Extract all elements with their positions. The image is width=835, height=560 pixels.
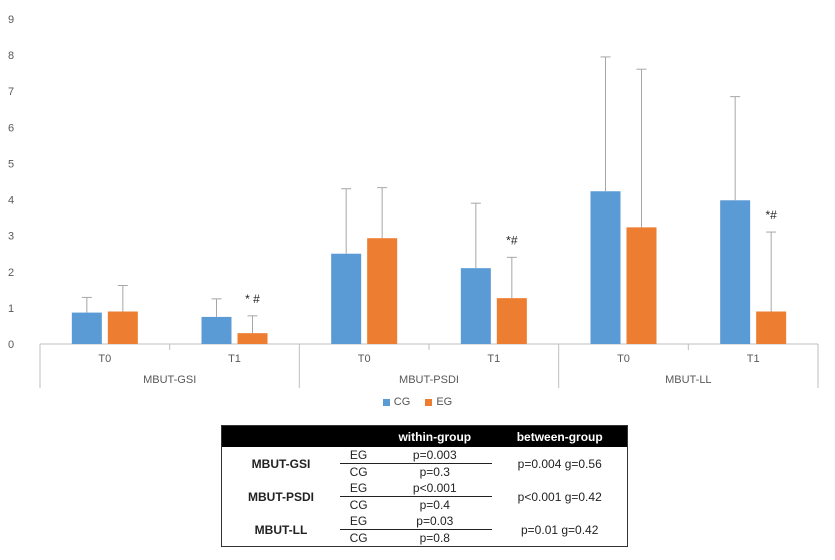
significance-annotation: *# [506, 233, 518, 247]
bar-cg [71, 312, 102, 344]
legend-swatch-cg [382, 398, 390, 406]
table-row: CG p=0.3 [222, 464, 628, 481]
table-header-group [221, 425, 340, 447]
bar-eg [367, 238, 398, 344]
table-row: MBUT-LL EG p=0.03 p=0.01 g=0.42 [222, 513, 628, 537]
timepoint-label: T0 [358, 353, 371, 365]
table-subgroup-label: CG [349, 531, 368, 545]
group-label: MBUT-LL [665, 374, 711, 386]
significance-annotation: * # [245, 292, 260, 306]
group-label: MBUT-GSI [143, 374, 196, 386]
table-header-within-group: within-group [377, 425, 493, 447]
table-within-value: p<0.001 [377, 480, 493, 497]
table-within-value: p=0.4 [419, 498, 450, 512]
bar-eg [626, 227, 657, 344]
table-group-label: MBUT-GSI [251, 456, 311, 471]
bar-cg [201, 316, 232, 344]
bar-cg [460, 268, 491, 344]
y-tick-label: 6 [8, 122, 14, 134]
chart-legend: CG EG [0, 396, 835, 408]
legend-item-cg: CG [382, 396, 411, 409]
timepoint-label: T1 [747, 353, 760, 365]
timepoint-label: T1 [228, 353, 241, 365]
table-subgroup-label: EG [340, 480, 378, 497]
table-row: CG p=0.4 [222, 497, 628, 514]
y-tick-label: 1 [8, 303, 14, 315]
bar-eg [756, 311, 787, 344]
legend-label-cg: CG [393, 396, 411, 409]
table-between-value: p<0.001 g=0.42 [517, 489, 602, 504]
bar-cg [590, 191, 621, 344]
table-header-subgroup [340, 425, 378, 447]
bar-cg [331, 253, 362, 344]
table-subgroup-label: EG [340, 513, 378, 530]
y-tick-label: 5 [8, 158, 14, 170]
timepoint-label: T1 [487, 353, 500, 365]
table-subgroup-label: CG [349, 465, 368, 479]
statistics-table: within-group between-group MBUT-GSI EG p… [221, 425, 628, 547]
table-row: MBUT-GSI EG p=0.003 p=0.004 g=0.56 [222, 447, 628, 471]
y-tick-label: 9 [8, 14, 14, 26]
table-between-value: p=0.01 g=0.42 [521, 522, 599, 537]
group-label: MBUT-PSDI [399, 374, 459, 386]
table-header-row: within-group between-group [221, 425, 628, 447]
y-tick-label: 2 [8, 267, 14, 279]
table-subgroup-label: CG [349, 498, 368, 512]
timepoint-label: T0 [98, 353, 111, 365]
legend-label-eg: EG [436, 396, 453, 409]
table-within-value: p=0.8 [419, 531, 450, 545]
legend-item-eg: EG [425, 396, 452, 408]
table-row: CG p=0.8 [222, 530, 628, 547]
table-subgroup-label: EG [340, 447, 378, 464]
legend-swatch-eg [425, 398, 433, 406]
significance-annotation: *# [765, 208, 777, 222]
timepoint-label: T0 [617, 353, 630, 365]
y-tick-label: 8 [8, 50, 14, 62]
table-group-label: MBUT-PSDI [248, 489, 314, 504]
bar-chart: 0 1 2 3 4 5 6 7 8 9 MBUT-GSI T0 T1 * # MBUT-PSDI T0 T1 *#… [8, 14, 819, 388]
table-within-value: p=0.003 [377, 447, 493, 464]
table-header-between-group: between-group [492, 425, 628, 447]
table-between-value: p=0.004 g=0.56 [517, 456, 602, 471]
table-within-value: p=0.3 [419, 465, 450, 479]
y-tick-label: 4 [8, 195, 14, 207]
bar-eg [496, 298, 527, 344]
y-tick-label: 7 [8, 86, 14, 98]
bar-eg [107, 311, 138, 344]
table-group-label: MBUT-LL [254, 522, 308, 537]
table-row: MBUT-PSDI EG p<0.001 p<0.001 g=0.42 [222, 480, 628, 504]
table-within-value: p=0.03 [377, 513, 493, 530]
y-tick-label: 0 [8, 339, 14, 351]
bar-eg [237, 333, 268, 344]
y-tick-label: 3 [8, 231, 14, 243]
bar-cg [720, 200, 751, 344]
